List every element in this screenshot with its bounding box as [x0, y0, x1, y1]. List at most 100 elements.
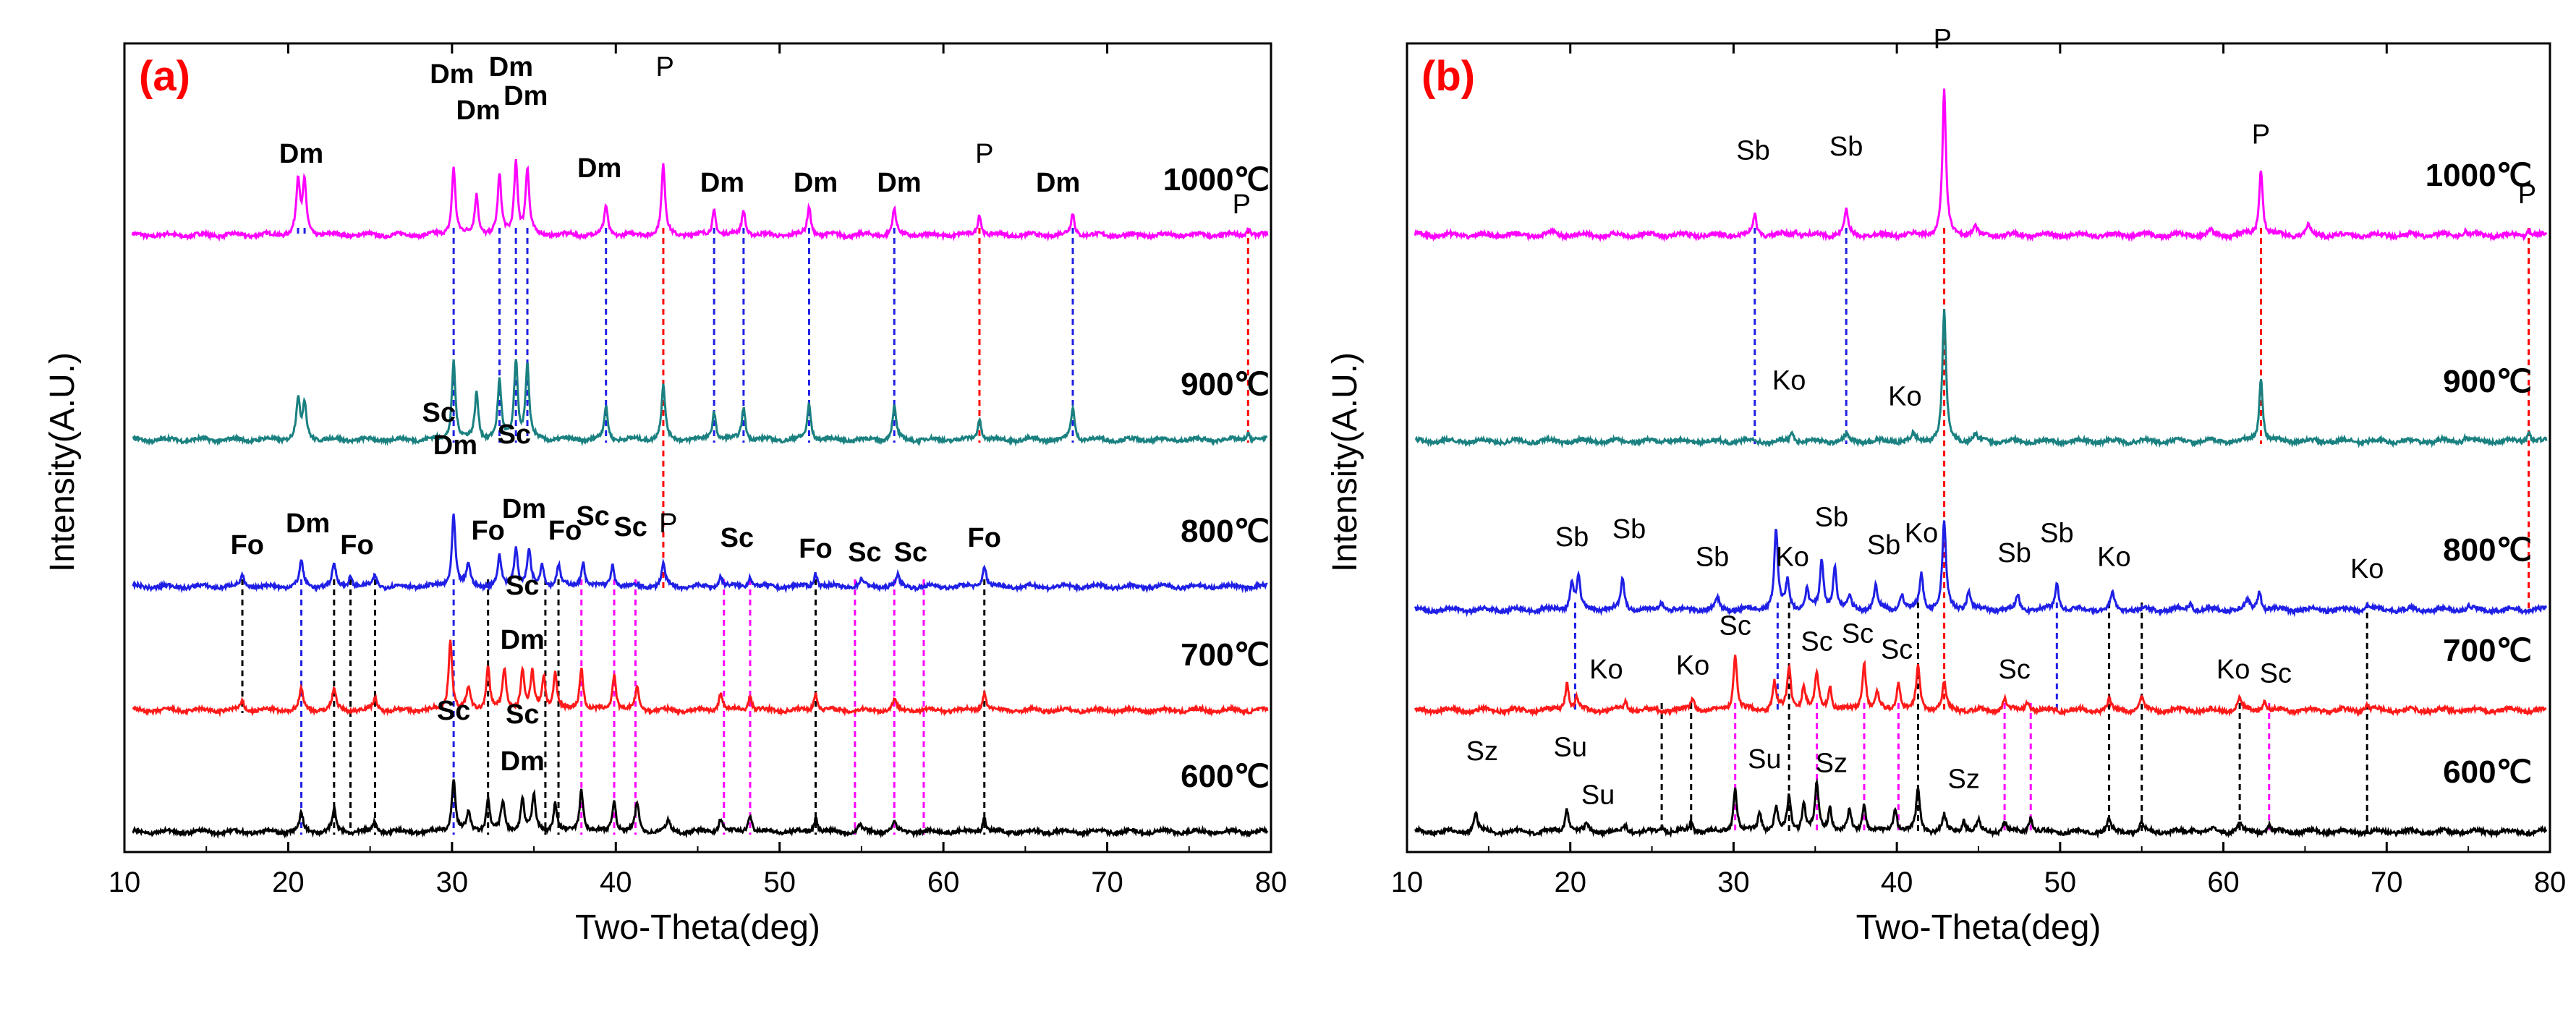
peak-label: Dm	[456, 95, 500, 126]
x-tick-label: 40	[1881, 866, 1913, 898]
peak-label: P	[1233, 190, 1251, 220]
x-tick-label: 40	[600, 866, 632, 898]
peak-label: Dm	[877, 168, 921, 198]
x-tick-label: 80	[1255, 866, 1288, 898]
y-axis-title: Intensity(A.U.)	[43, 352, 82, 572]
peak-label: Sc	[506, 571, 539, 601]
series-line-700c	[1414, 655, 2547, 717]
peak-label: Fo	[799, 534, 832, 564]
peak-label: Su	[1553, 733, 1586, 763]
peak-label: Sc	[894, 537, 927, 568]
peak-label: Dm	[1036, 168, 1080, 198]
peak-label: Sc	[422, 398, 456, 428]
temperature-label: 1000℃	[2426, 158, 2532, 193]
peak-label: Ko	[1589, 655, 1623, 685]
peak-label: Sc	[1720, 611, 1751, 642]
y-axis-title: Intensity(A.U.)	[1326, 352, 1364, 572]
series-line-800c	[1414, 520, 2548, 618]
panel-label: (a)	[139, 53, 190, 100]
peak-label: Ko	[1775, 542, 1808, 573]
peak-label: Dm	[286, 508, 330, 539]
peak-label: Dm	[794, 168, 838, 198]
temperature-label: 900℃	[1181, 367, 1270, 402]
x-tick-label: 60	[927, 866, 960, 898]
x-tick-label: 10	[109, 866, 141, 898]
temperature-label: 700℃	[1181, 637, 1270, 673]
peak-label: Fo	[231, 530, 264, 561]
peak-label: Sb	[1612, 514, 1646, 545]
peak-label: Dm	[501, 625, 545, 655]
peak-label: P	[975, 139, 993, 169]
peak-label: P	[659, 508, 677, 539]
peak-label: Ko	[2097, 542, 2130, 573]
peak-label: Sb	[1815, 503, 1848, 533]
peak-label: Sb	[1736, 136, 1769, 166]
series-line-900c	[132, 359, 1267, 447]
peak-label: Ko	[2216, 655, 2250, 685]
peak-label: Dm	[279, 139, 323, 169]
temperature-label: 600℃	[2443, 754, 2532, 790]
peak-label: Sb	[1829, 132, 1863, 162]
x-tick-label: 20	[272, 866, 305, 898]
series-line-1000c	[1414, 88, 2548, 242]
peak-label: P	[2518, 179, 2536, 210]
peak-label: Ko	[1772, 366, 1806, 396]
peak-label: P	[1934, 25, 1952, 55]
x-axis-title: Two-Theta(deg)	[575, 908, 820, 947]
peak-label: Su	[1748, 744, 1781, 775]
peak-label: Ko	[1905, 519, 1938, 549]
plot-frame	[1406, 42, 2551, 853]
peak-label: Fo	[340, 530, 373, 561]
series-line-700c	[132, 639, 1269, 717]
peak-label: Sc	[2260, 659, 2292, 689]
x-tick-label: 70	[2371, 866, 2403, 898]
peak-label: Sb	[1555, 522, 1589, 553]
peak-label: Dm	[502, 494, 546, 524]
x-tick-label: 30	[1717, 866, 1750, 898]
x-tick-label: 60	[2207, 866, 2240, 898]
peak-label: Sc	[576, 501, 609, 532]
peak-label: Sc	[498, 420, 531, 450]
peak-label: Sz	[1816, 749, 1848, 779]
peak-label: Fo	[548, 516, 582, 546]
peak-label: P	[656, 52, 674, 82]
temperature-label: 800℃	[1181, 514, 1270, 549]
peak-label: Sz	[1948, 765, 1980, 795]
peak-label: P	[2252, 120, 2270, 150]
peak-label: Ko	[1888, 382, 1921, 412]
peak-label: Sc	[720, 523, 754, 553]
peak-label: Sb	[1696, 542, 1729, 573]
series-line-600c	[132, 779, 1269, 839]
x-axis-title: Two-Theta(deg)	[1856, 908, 2101, 947]
peak-label: Dm	[577, 153, 621, 184]
peak-label: Sb	[1997, 538, 2031, 569]
peak-label: Sc	[506, 699, 539, 730]
temperature-label: 900℃	[2443, 364, 2532, 399]
peak-label: Dm	[503, 81, 548, 111]
peak-label: Ko	[2350, 554, 2384, 584]
temperature-label: 600℃	[1181, 759, 1270, 794]
peak-label: Su	[1581, 780, 1615, 811]
peak-label: Ko	[1676, 651, 1709, 681]
panel-label: (b)	[1421, 53, 1475, 100]
x-tick-label: 50	[763, 866, 796, 898]
x-tick-label: 30	[436, 866, 469, 898]
series-line-800c	[132, 514, 1268, 594]
peak-label: Dm	[700, 168, 744, 198]
peak-label: Sc	[437, 696, 470, 726]
series-line-1000c	[131, 158, 1269, 242]
x-tick-label: 70	[1091, 866, 1123, 898]
peak-label: Sc	[848, 537, 881, 568]
peak-label: Sz	[1466, 736, 1498, 767]
peak-label: Sc	[613, 512, 647, 542]
peak-label: Sc	[1881, 635, 1913, 665]
peak-label: Dm	[433, 430, 477, 461]
series-line-900c	[1415, 309, 2548, 449]
peak-label: Sc	[1801, 627, 1832, 657]
x-tick-label: 80	[2534, 866, 2567, 898]
peak-label: Sb	[1867, 530, 1900, 561]
peak-label: Sc	[1998, 655, 2030, 685]
